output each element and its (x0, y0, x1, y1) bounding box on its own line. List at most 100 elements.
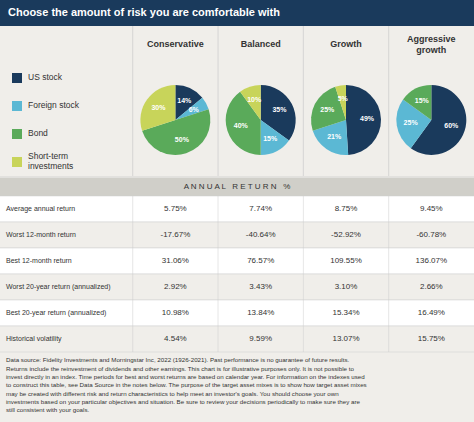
column-divider (132, 26, 133, 176)
data-label: 30% (151, 104, 166, 111)
legend: US stock Foreign stock Bond Short-terminves… (12, 72, 80, 171)
table-cell: -40.64% (246, 230, 276, 239)
pie-slice (346, 85, 381, 155)
data-label: 5% (338, 95, 349, 102)
column-divider (388, 300, 389, 326)
column-divider (218, 248, 219, 274)
background (0, 0, 474, 422)
text-line: Short-term (28, 151, 68, 161)
column-divider (388, 274, 389, 300)
row-label: Worst 20-year return (annualized) (6, 283, 111, 291)
column-divider (132, 274, 133, 300)
footnote: Data source: Fidelity Investments and Mo… (6, 356, 367, 413)
table-cell: -52.92% (331, 230, 361, 239)
data-label: 15% (415, 97, 430, 104)
column-header: Conservative (147, 39, 204, 49)
column-divider (388, 26, 389, 176)
text-line: Balanced (241, 39, 281, 49)
data-label: 50% (175, 136, 190, 143)
row-label: Best 12-month return (6, 257, 72, 264)
table: Average annual return5.75%7.74%8.75%9.45… (0, 196, 474, 352)
row-divider (0, 274, 474, 275)
legend-label: Short-terminvestments (28, 151, 73, 171)
text-line: Foreign stock (28, 100, 80, 110)
column-divider (218, 26, 219, 176)
table-cell: 136.07% (416, 256, 448, 265)
column-divider (218, 274, 219, 300)
text-line: Bond (28, 128, 48, 138)
table-row (0, 274, 474, 300)
column-header: Growth (330, 39, 362, 49)
table-row (0, 326, 474, 352)
data-label: 25% (404, 119, 419, 126)
column-header: Balanced (241, 39, 281, 49)
row-divider (0, 222, 474, 223)
table-row (0, 248, 474, 274)
table-cell: 13.07% (332, 334, 359, 343)
column-divider (303, 196, 304, 222)
table-row (0, 300, 474, 326)
table-cell: 2.92% (164, 282, 187, 291)
column-divider (303, 300, 304, 326)
legend-swatch (12, 73, 22, 83)
pie-slice (335, 85, 346, 120)
row-label: Worst 12-month return (6, 231, 76, 238)
table-cell: 15.34% (332, 308, 359, 317)
table-cell: 9.45% (420, 204, 443, 213)
legend-swatch (12, 157, 22, 167)
text-line: investments (28, 161, 73, 171)
table-cell: 4.54% (164, 334, 187, 343)
pie-slice (140, 85, 175, 131)
table-cell: 3.43% (249, 282, 272, 291)
data-label: 21% (327, 133, 342, 140)
column-divider (218, 326, 219, 352)
column-divider (132, 248, 133, 274)
title: Choose the amount of risk you are comfor… (8, 6, 280, 18)
text-line: investments based on your particular obj… (6, 398, 360, 405)
text-line: to construct this table, see Data Source… (6, 381, 367, 388)
text-line: US stock (28, 72, 63, 82)
table-cell: 8.75% (335, 204, 358, 213)
column-divider (388, 248, 389, 274)
column-divider (132, 196, 133, 222)
table-cell: 15.75% (418, 334, 445, 343)
row-divider (0, 326, 474, 327)
data-label: 60% (444, 122, 459, 129)
row-label: Historical volatility (6, 335, 62, 343)
data-label: 35% (272, 106, 287, 113)
text-line: invest directly in an index. Time period… (6, 373, 365, 380)
column-divider (303, 26, 304, 176)
legend-swatch (12, 129, 22, 139)
text-line: Data source: Fidelity Investments and Mo… (6, 356, 350, 363)
row-divider (0, 352, 474, 353)
table-cell: -60.78% (416, 230, 446, 239)
table-cell: 7.74% (249, 204, 272, 213)
table-cell: 10.98% (162, 308, 189, 317)
data-label: 14% (177, 97, 192, 104)
column-header: Aggressivegrowth (407, 34, 456, 55)
row-label: Best 20-year return (annualized) (6, 309, 106, 317)
pie: 35% 15% 40% 10% (226, 85, 296, 155)
text-line: growth (416, 45, 446, 55)
data-label: 25% (320, 106, 335, 113)
legend-label: Foreign stock (28, 100, 80, 110)
pie: 60% 25% 15% (396, 85, 466, 155)
table-cell: 31.06% (162, 256, 189, 265)
pie-slice (261, 120, 289, 155)
pie-slice (403, 85, 431, 120)
pie: 49%21%25%5% (311, 85, 381, 155)
data-label: 6% (189, 106, 200, 113)
row-label: Average annual return (6, 205, 75, 213)
data-label: 15% (263, 135, 278, 142)
table-row (0, 196, 474, 222)
column-divider (218, 196, 219, 222)
table-cell: 16.49% (418, 308, 445, 317)
title-bar (0, 0, 474, 26)
text-line: Returns include the reinvestment of divi… (6, 365, 354, 372)
column-divider (388, 196, 389, 222)
column-divider (303, 274, 304, 300)
data-label: 10% (247, 96, 262, 103)
table-row (0, 222, 474, 248)
data-label: 40% (234, 122, 249, 129)
text-line: Aggressive (407, 34, 456, 44)
